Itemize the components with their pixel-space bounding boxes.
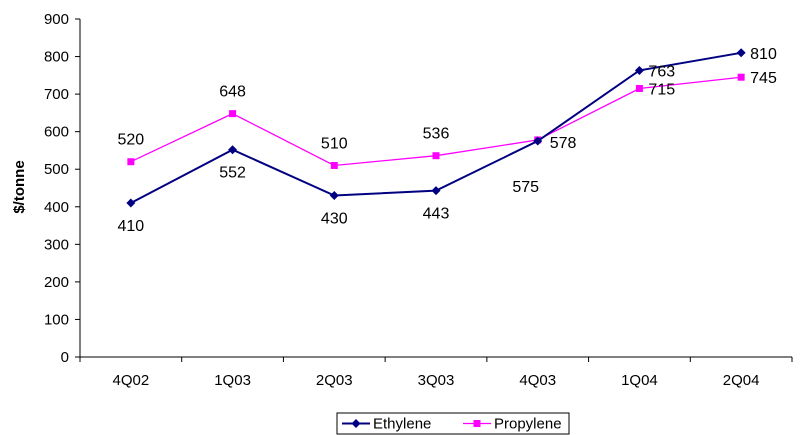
ethylene-data-label: 763: [648, 63, 675, 80]
y-tick-label: 0: [61, 349, 69, 366]
x-tick-label: 2Q03: [316, 372, 353, 389]
propylene-point: [737, 73, 745, 81]
propylene-point: [330, 161, 338, 169]
x-tick-label: 1Q04: [621, 372, 658, 389]
propylene-point: [635, 84, 643, 92]
ethylene-point: [736, 48, 746, 58]
legend-label: Ethylene: [373, 416, 431, 433]
series-layer: [126, 48, 746, 208]
ethylene-series: [126, 48, 746, 208]
axes: 0 100 200 300 400 500 600 700 800 900 4Q02 1Q03 2Q03…: [44, 11, 793, 389]
propylene-data-label: 536: [423, 126, 450, 143]
y-tick-label: 500: [44, 161, 69, 178]
x-tick-label: 4Q02: [113, 372, 150, 389]
legend-box: [336, 412, 570, 435]
x-tick-label: 1Q03: [214, 372, 251, 389]
legend-marker: [351, 419, 361, 428]
propylene-point: [432, 152, 440, 160]
ethylene-point: [533, 136, 543, 146]
ethylene-point: [329, 191, 339, 201]
legend-entry-propylene: Propylene: [463, 416, 562, 433]
ethylene-data-label: 810: [750, 46, 777, 63]
propylene-data-label: 648: [219, 84, 246, 101]
x-tick-label: 3Q03: [418, 372, 455, 389]
propylene-data-label: 745: [750, 70, 777, 87]
legend: Ethylene Propylene: [336, 412, 570, 435]
y-tick-label: 400: [44, 199, 69, 216]
x-tick-label: 2Q04: [723, 372, 760, 389]
ethylene-data-label: 575: [512, 179, 539, 196]
legend-label: Propylene: [494, 416, 562, 433]
ethylene-point: [126, 198, 136, 208]
legend-marker: [473, 420, 481, 427]
propylene-data-label: 715: [648, 81, 675, 98]
y-tick-label: 600: [44, 124, 69, 141]
y-tick-label: 300: [44, 236, 69, 253]
propylene-point: [229, 110, 237, 118]
ethylene-point: [634, 65, 644, 75]
propylene-data-label: 578: [550, 135, 577, 152]
ethylene-data-label: 430: [321, 211, 348, 228]
y-tick-label: 200: [44, 274, 69, 291]
y-axis-title: $/tonne: [11, 160, 28, 213]
ethylene-point: [228, 145, 238, 155]
propylene-point: [127, 158, 135, 166]
ethylene-data-label: 443: [423, 206, 450, 223]
propylene-data-label: 520: [118, 132, 145, 149]
ethylene-point: [431, 186, 441, 196]
ethylene-data-label: 410: [118, 218, 145, 235]
y-tick-label: 900: [44, 11, 69, 28]
y-tick-label: 800: [44, 49, 69, 66]
x-tick-label: 4Q03: [519, 372, 556, 389]
y-tick-label: 100: [44, 311, 69, 328]
propylene-data-label: 510: [321, 135, 348, 152]
legend-entry-ethylene: Ethylene: [342, 416, 431, 433]
y-tick-label: 700: [44, 86, 69, 103]
ethylene-data-label: 552: [219, 165, 246, 182]
